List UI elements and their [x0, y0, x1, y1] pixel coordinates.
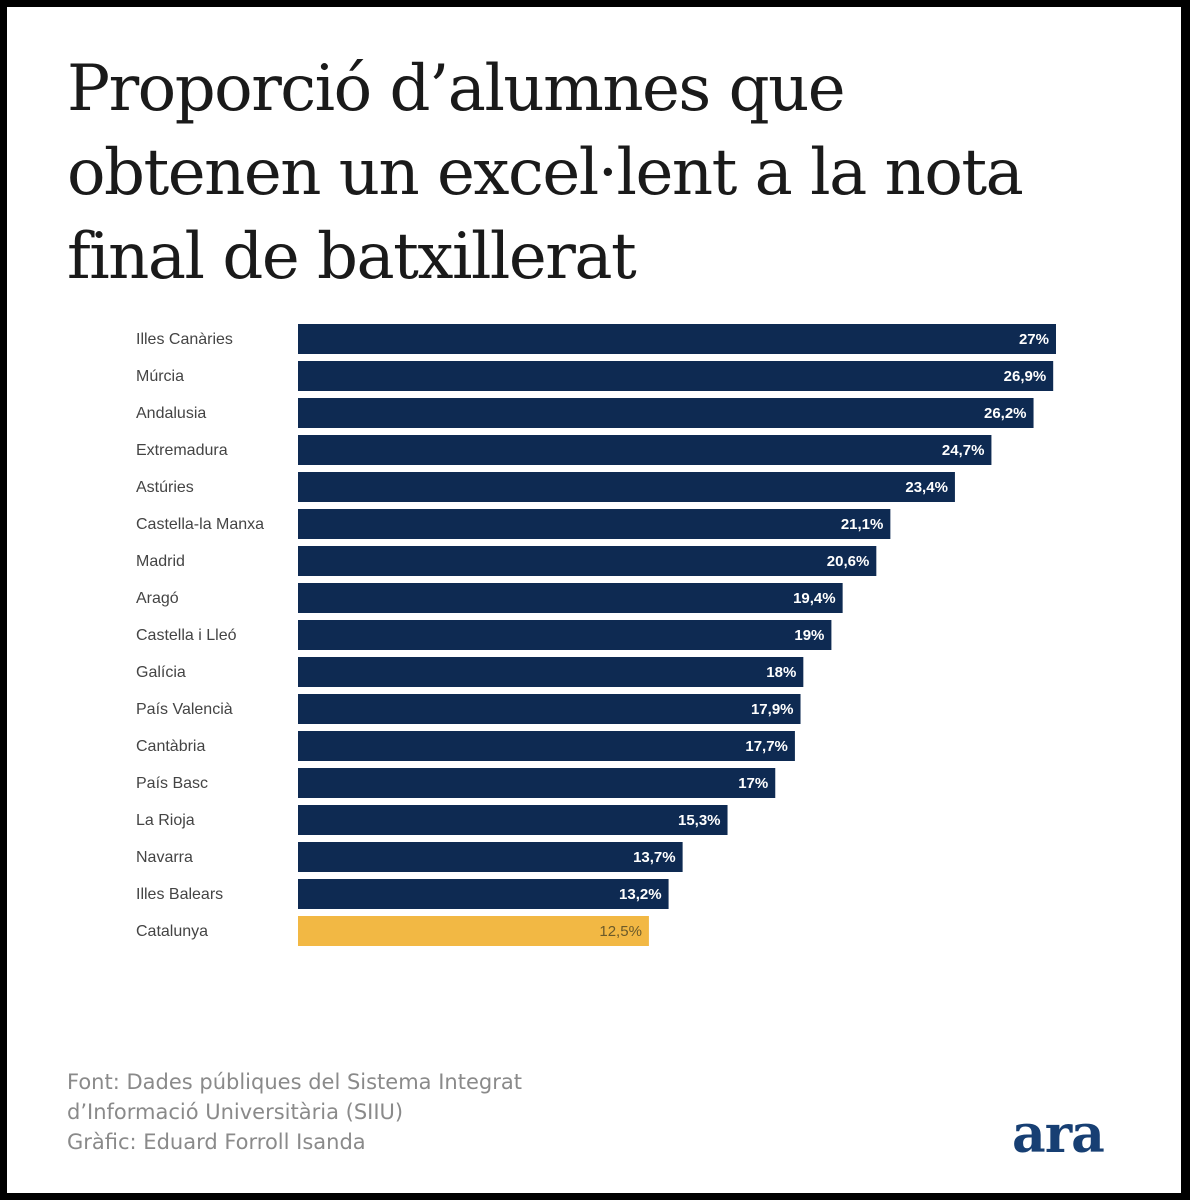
category-label: Astúries [136, 479, 194, 496]
category-label: País Valencià [136, 701, 233, 718]
title-line-2: obtenen un excel·lent a la nota [67, 136, 1024, 210]
bar [298, 472, 955, 502]
ara-logo: ara [1012, 1104, 1105, 1165]
bar [298, 324, 1056, 354]
category-label: La Rioja [136, 812, 195, 829]
category-label: Madrid [136, 553, 185, 570]
bar [298, 694, 801, 724]
value-label: 17,9% [751, 701, 794, 718]
category-label: País Basc [136, 775, 208, 792]
bar [298, 731, 795, 761]
bar [298, 509, 891, 539]
bar [298, 361, 1054, 391]
value-label: 13,7% [633, 849, 676, 866]
bar [298, 768, 776, 798]
bar-highlight [298, 916, 649, 946]
bar [298, 620, 832, 650]
bar [298, 842, 683, 872]
value-label: 17,7% [745, 738, 788, 755]
category-label: Illes Balears [136, 886, 223, 903]
value-label: 26,9% [1004, 368, 1047, 385]
category-label: Navarra [136, 849, 193, 866]
bar-chart: Illes Canàries 27% Múrcia 26,9% Andalusia 26,… [136, 324, 1056, 946]
value-label: 19% [794, 627, 824, 644]
bar [298, 583, 843, 613]
chart-card: Proporció d’alumnes que obtenen un excel… [7, 7, 1181, 1193]
value-label: 19,4% [793, 590, 836, 607]
value-label: 21,1% [841, 516, 884, 533]
category-label: Galícia [136, 664, 186, 681]
bar [298, 805, 728, 835]
category-label: Castella-la Manxa [136, 516, 264, 533]
value-label: 13,2% [619, 886, 662, 903]
value-label: 18% [766, 664, 796, 681]
bar [298, 398, 1034, 428]
category-label: Extremadura [136, 442, 228, 459]
value-label: 17% [738, 775, 768, 792]
bar [298, 879, 669, 909]
source-line-1: Font: Dades públiques del Sistema Integr… [67, 1070, 522, 1094]
value-label: 27% [1019, 331, 1049, 348]
value-label: 20,6% [827, 553, 870, 570]
value-label: 24,7% [942, 442, 985, 459]
bar [298, 546, 877, 576]
bar [298, 657, 804, 687]
category-label: Andalusia [136, 405, 206, 422]
bar [298, 435, 992, 465]
value-label: 15,3% [678, 812, 721, 829]
category-label: Múrcia [136, 368, 184, 385]
graphic-credit: Gràfic: Eduard Forroll Isanda [67, 1130, 366, 1154]
category-label: Castella i Lleó [136, 627, 237, 644]
source-line-2: d’Informació Universitària (SIIU) [67, 1100, 404, 1124]
value-label: 23,4% [905, 479, 948, 496]
title-line-3: final de batxillerat [67, 220, 637, 294]
chart-title: Proporció d’alumnes que obtenen un excel… [67, 47, 1147, 299]
title-line-1: Proporció d’alumnes que [67, 52, 846, 126]
value-label: 12,5% [599, 923, 642, 940]
category-label: Aragó [136, 590, 179, 607]
chart-footer: Font: Dades públiques del Sistema Integr… [67, 1067, 522, 1157]
category-label: Cantàbria [136, 738, 205, 755]
category-label: Illes Canàries [136, 331, 233, 348]
value-label: 26,2% [984, 405, 1027, 422]
category-label: Catalunya [136, 923, 208, 940]
